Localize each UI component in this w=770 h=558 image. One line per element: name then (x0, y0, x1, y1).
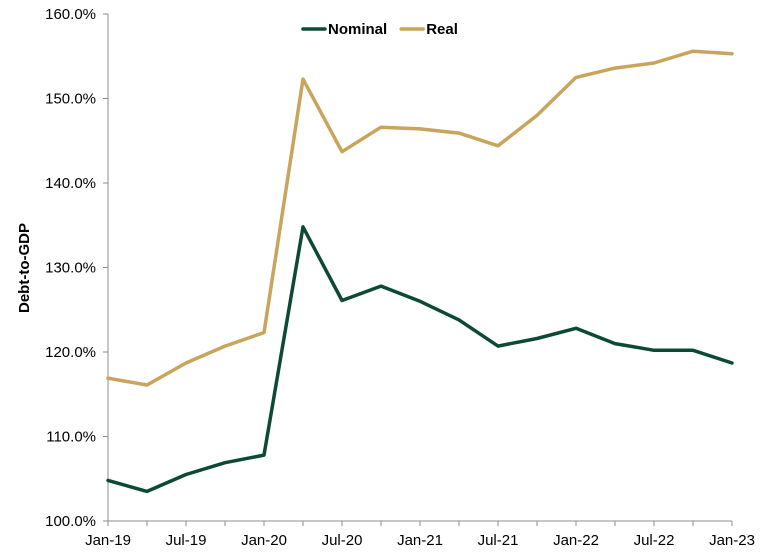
legend: Nominal Real (301, 21, 458, 38)
x-tick-label: Jan-22 (553, 532, 599, 549)
y-tick-label: 150.0% (45, 91, 96, 108)
series-line-real (106, 49, 734, 387)
y-tick-label: 130.0% (45, 260, 96, 277)
y-tick-label: 160.0% (45, 6, 96, 23)
x-tick-label: Jul-21 (478, 532, 519, 549)
series-lines (106, 49, 734, 494)
x-tick-label: Jan-20 (241, 532, 287, 549)
y-tick-label: 100.0% (45, 513, 96, 530)
x-tick-label: Jan-19 (85, 532, 131, 549)
y-axis-title: Debt-to-GDP (16, 223, 33, 313)
x-tick-label: Jul-22 (634, 532, 675, 549)
legend-label-nominal: Nominal (328, 21, 387, 38)
legend-label-real: Real (426, 21, 458, 38)
series-line-nominal (106, 225, 734, 494)
x-tick-label: Jul-20 (322, 532, 363, 549)
y-tick-label: 110.0% (46, 429, 96, 446)
y-tick-label: 120.0% (45, 344, 96, 361)
x-tick-label: Jan-21 (397, 532, 443, 549)
y-tick-label: 140.0% (45, 175, 96, 192)
x-tick-label: Jul-19 (166, 532, 207, 549)
y-axis: 100.0% 110.0% 120.0% 130.0% 140.0% 150.0% 160.… (45, 6, 109, 530)
x-tick-label: Jan-23 (709, 532, 755, 549)
x-axis: Jan-19 Jul-19 Jan-20 Jul-20 Jan-21 Jul-21 Jan-… (85, 520, 755, 549)
